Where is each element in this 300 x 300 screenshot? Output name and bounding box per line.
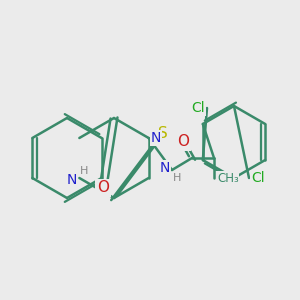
- Text: S: S: [158, 125, 168, 140]
- Text: Cl: Cl: [191, 101, 205, 115]
- Text: N: N: [160, 161, 170, 175]
- Text: H: H: [173, 173, 181, 183]
- Text: O: O: [97, 181, 109, 196]
- Text: N: N: [67, 173, 77, 187]
- Text: Cl: Cl: [251, 171, 265, 185]
- Text: O: O: [177, 134, 189, 149]
- Text: N: N: [151, 131, 161, 145]
- Text: CH₃: CH₃: [217, 172, 239, 184]
- Text: H: H: [80, 166, 88, 176]
